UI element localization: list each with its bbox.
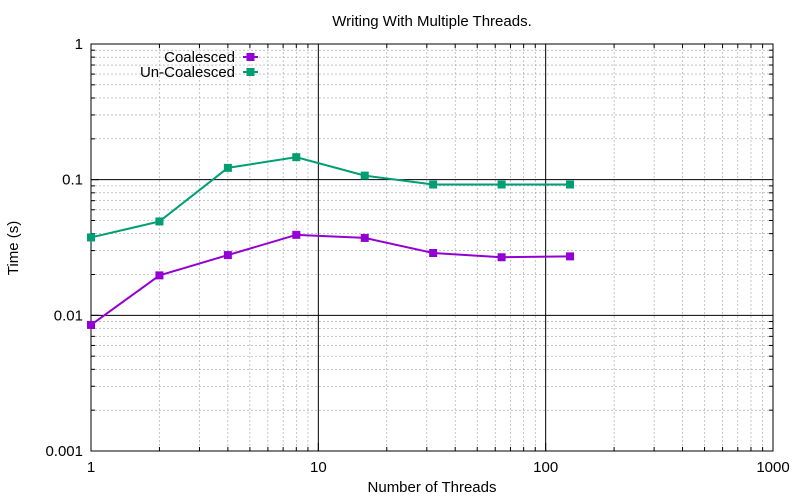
chart-title: Writing With Multiple Threads. (332, 13, 532, 30)
y-tick-label: 0.01 (54, 307, 83, 324)
series-un-coalesced (87, 153, 575, 242)
data-point (87, 233, 95, 242)
legend-item-coalesced: Coalesced (164, 49, 258, 66)
series-coalesced (87, 230, 575, 329)
x-tick-label: 10 (310, 459, 327, 476)
y-tick-label: 1 (75, 36, 83, 53)
data-point (566, 252, 575, 261)
data-point (497, 180, 506, 189)
data-point (223, 251, 232, 260)
data-point (360, 171, 369, 180)
data-point (497, 253, 506, 262)
data-point (292, 153, 301, 162)
data-point (429, 249, 438, 258)
series-layer (87, 153, 575, 329)
axis-ticks: 1 10 100 1000 0.001 0.01 0.1 1 (45, 36, 789, 476)
legend-label: Coalesced (164, 49, 235, 66)
plot-frame (90, 43, 774, 452)
data-point (429, 180, 438, 189)
data-point (223, 163, 232, 172)
x-tick-label: 100 (533, 459, 558, 476)
legend-item-un-coalesced: Un-Coalesced (140, 64, 258, 81)
legend-label: Un-Coalesced (140, 64, 235, 81)
data-point (566, 180, 575, 189)
y-axis-label: Time (s) (5, 221, 22, 275)
x-tick-label: 1000 (756, 459, 789, 476)
legend-swatch-marker (246, 53, 255, 61)
data-point (292, 230, 301, 239)
grid (91, 44, 773, 451)
series-line-un-coalesced (90, 156, 571, 239)
y-tick-label: 0.1 (62, 172, 83, 189)
data-point (155, 271, 164, 280)
data-point (360, 233, 369, 242)
x-tick-label: 1 (87, 459, 95, 476)
y-tick-label: 0.001 (45, 443, 83, 460)
x-axis-label: Number of Threads (368, 479, 497, 496)
legend-swatch-marker (246, 68, 255, 76)
data-point (87, 320, 95, 329)
data-point (155, 217, 164, 226)
series-line-coalesced (90, 233, 571, 326)
